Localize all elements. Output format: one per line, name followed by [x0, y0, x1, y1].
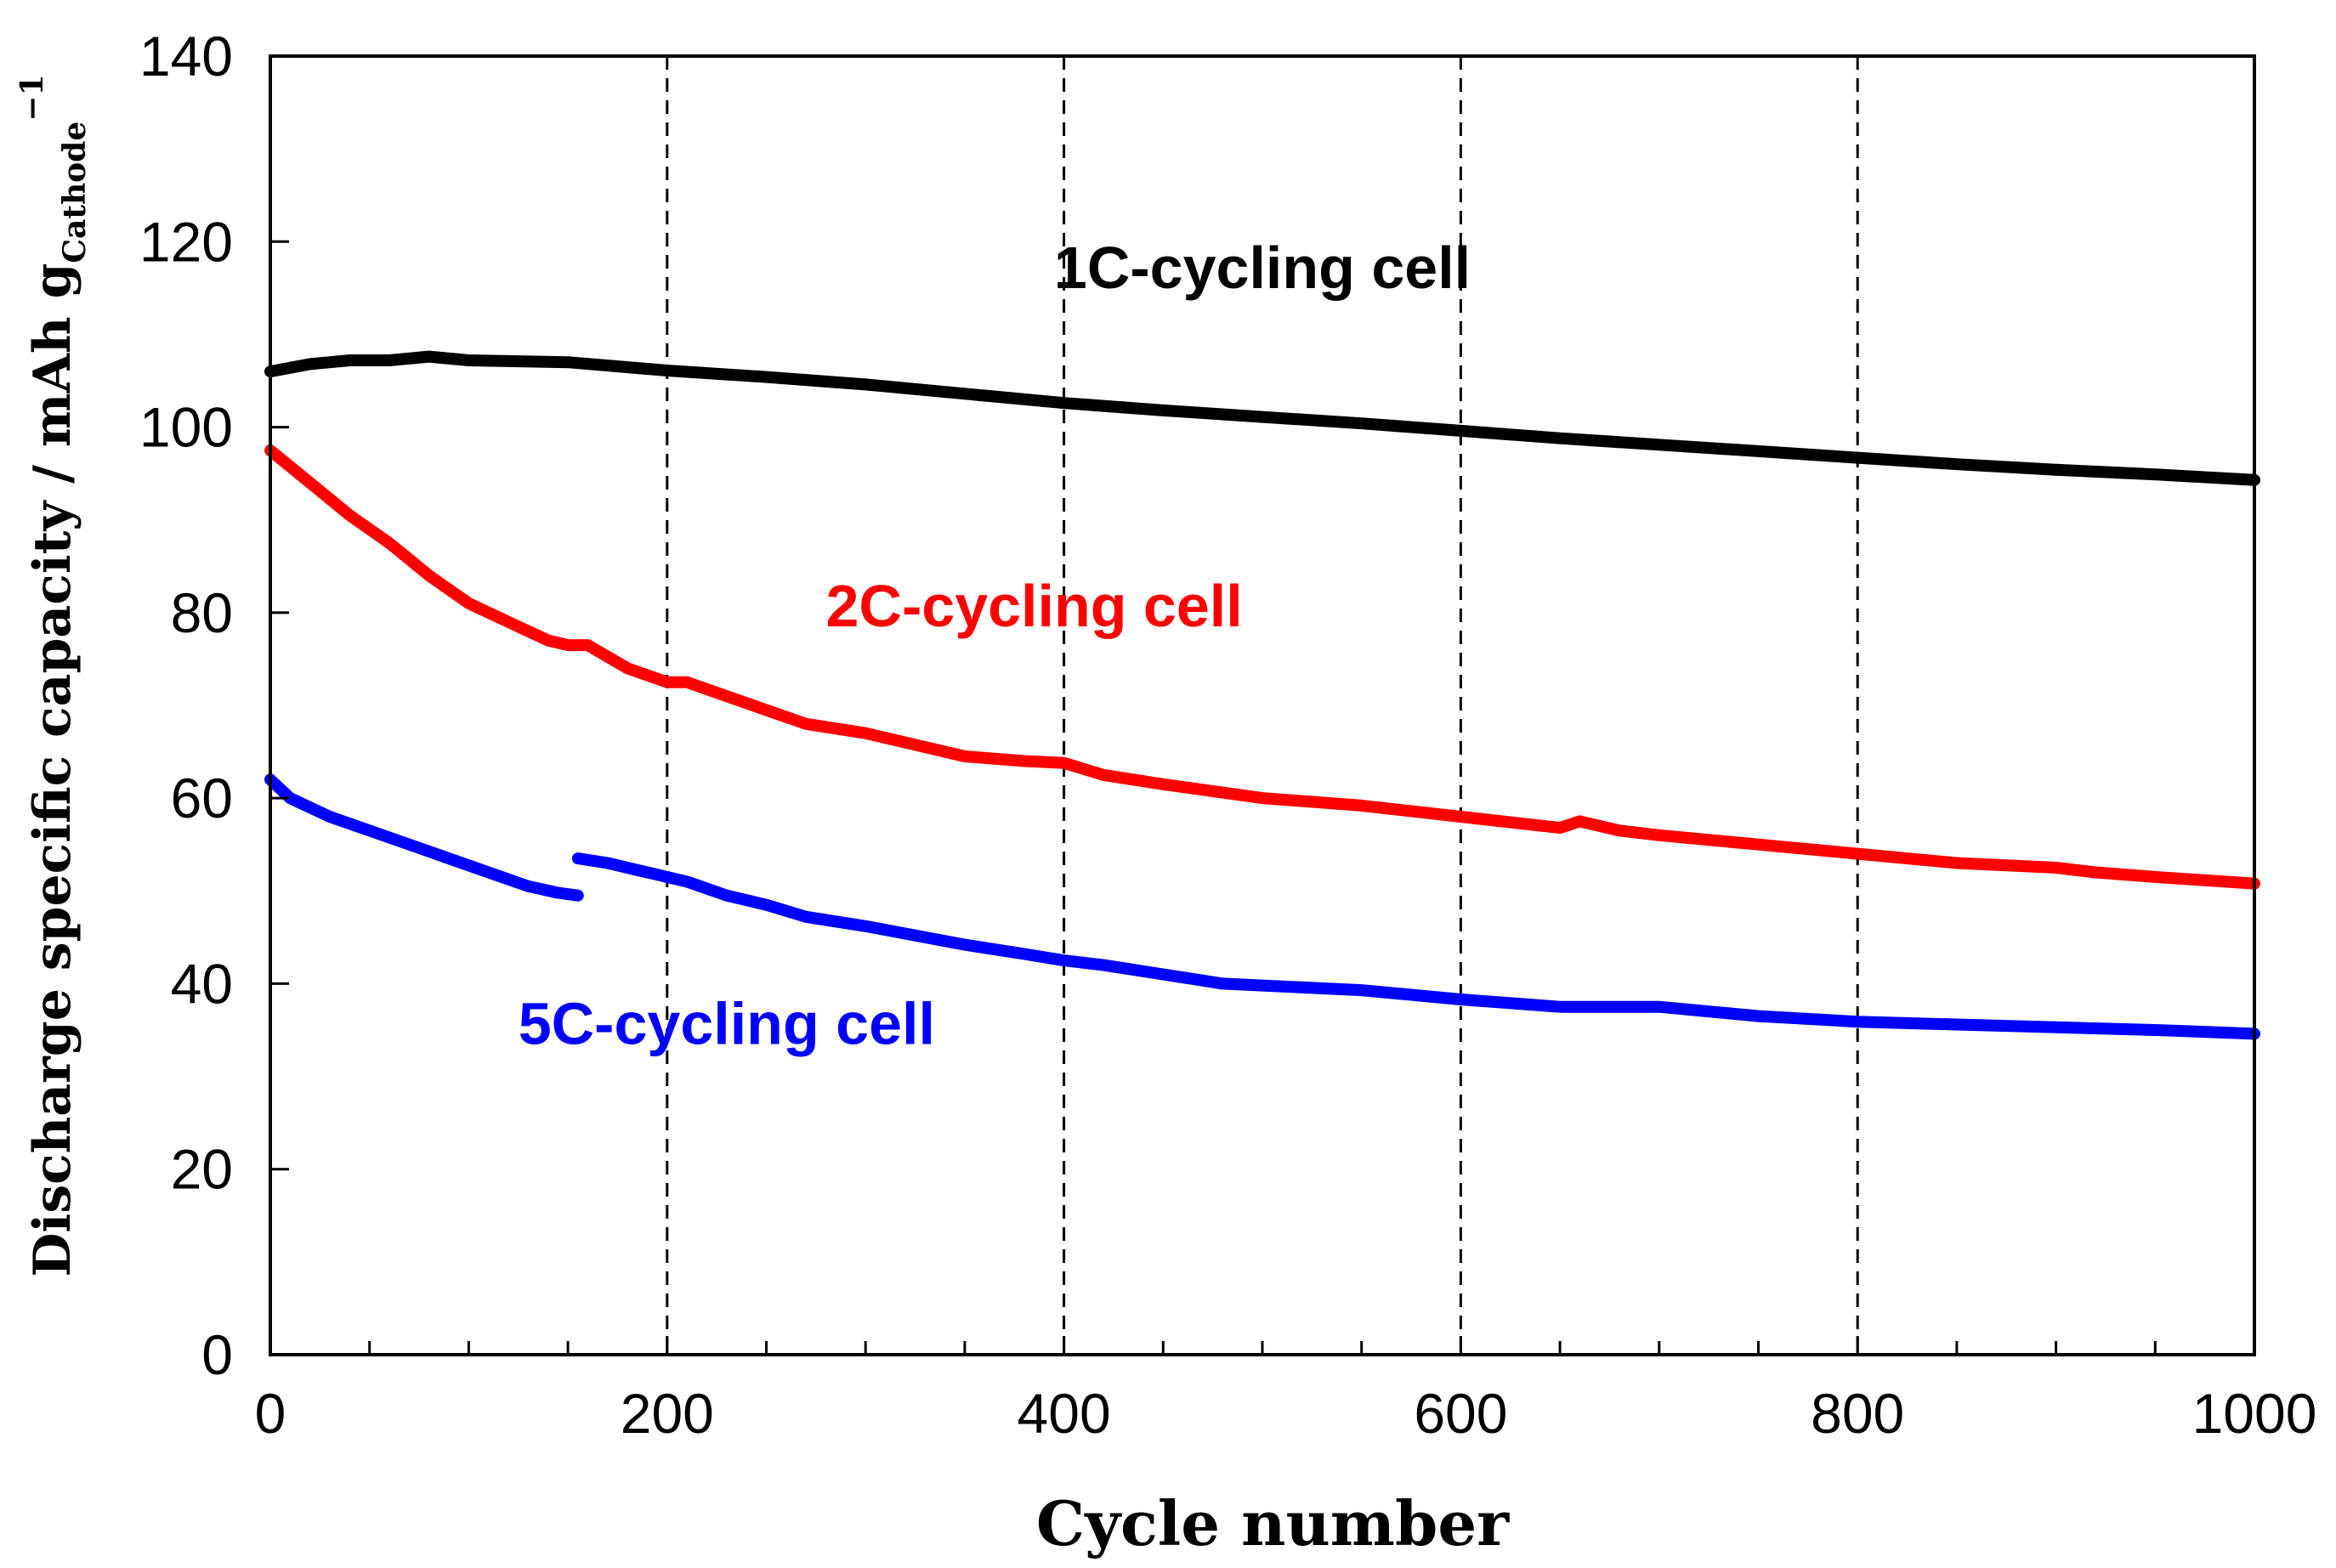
vertical-dashed-lines	[666, 56, 1859, 1355]
y-tick-label-140: 140	[139, 25, 233, 88]
x-tick-label-800: 800	[1811, 1382, 1904, 1445]
x-tick-label-600: 600	[1414, 1382, 1507, 1445]
series-annotation-2: 5C-cycling cell	[519, 990, 935, 1056]
series-line-2-segment-0	[264, 773, 584, 902]
series-line-1-segment-0	[264, 444, 2260, 890]
x-tick-label-200: 200	[621, 1382, 714, 1445]
x-axis-title: Cycle number	[1036, 1487, 1510, 1560]
tick-labels: 0 200 400 600 800 1000 0 20 40 60 80 100 120 140	[139, 25, 2317, 1445]
y-tick-label-80: 80	[171, 581, 233, 644]
series-annotation-0: 1C-cycling cell	[1054, 235, 1471, 301]
series-annotation-1: 2C-cycling cell	[825, 573, 1242, 639]
series-annotations: 1C-cycling cell 2C-cycling cell 5C-cycling…	[519, 235, 1471, 1057]
y-tick-label-60: 60	[171, 767, 233, 829]
x-tick-label-400: 400	[1018, 1382, 1111, 1445]
y-tick-label-0: 0	[201, 1323, 233, 1386]
y-axis-title: Discharge specific capacity / mAh gCatho…	[14, 75, 93, 1277]
series-line-0-segment-0	[264, 350, 2260, 486]
x-tick-label-0: 0	[255, 1382, 286, 1445]
y-tick-label-20: 20	[171, 1138, 233, 1201]
axis-ticks	[269, 54, 2256, 1356]
y-axis-title-main: Discharge specific capacity / mAh g	[23, 263, 82, 1277]
y-tick-label-120: 120	[139, 210, 233, 273]
series-layer	[264, 350, 2260, 1040]
y-axis-title-superscript: −1	[14, 75, 50, 122]
y-tick-label-100: 100	[139, 396, 233, 459]
x-tick-label-1000: 1000	[2192, 1382, 2317, 1445]
series-line-2-segment-1	[571, 852, 2260, 1040]
y-axis-title-subscript: Cathode	[57, 122, 93, 263]
y-tick-label-40: 40	[171, 952, 233, 1015]
